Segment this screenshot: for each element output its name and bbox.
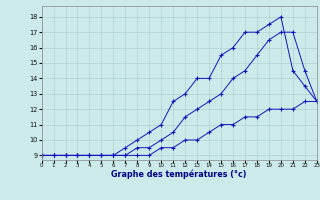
- X-axis label: Graphe des températures (°c): Graphe des températures (°c): [111, 170, 247, 179]
